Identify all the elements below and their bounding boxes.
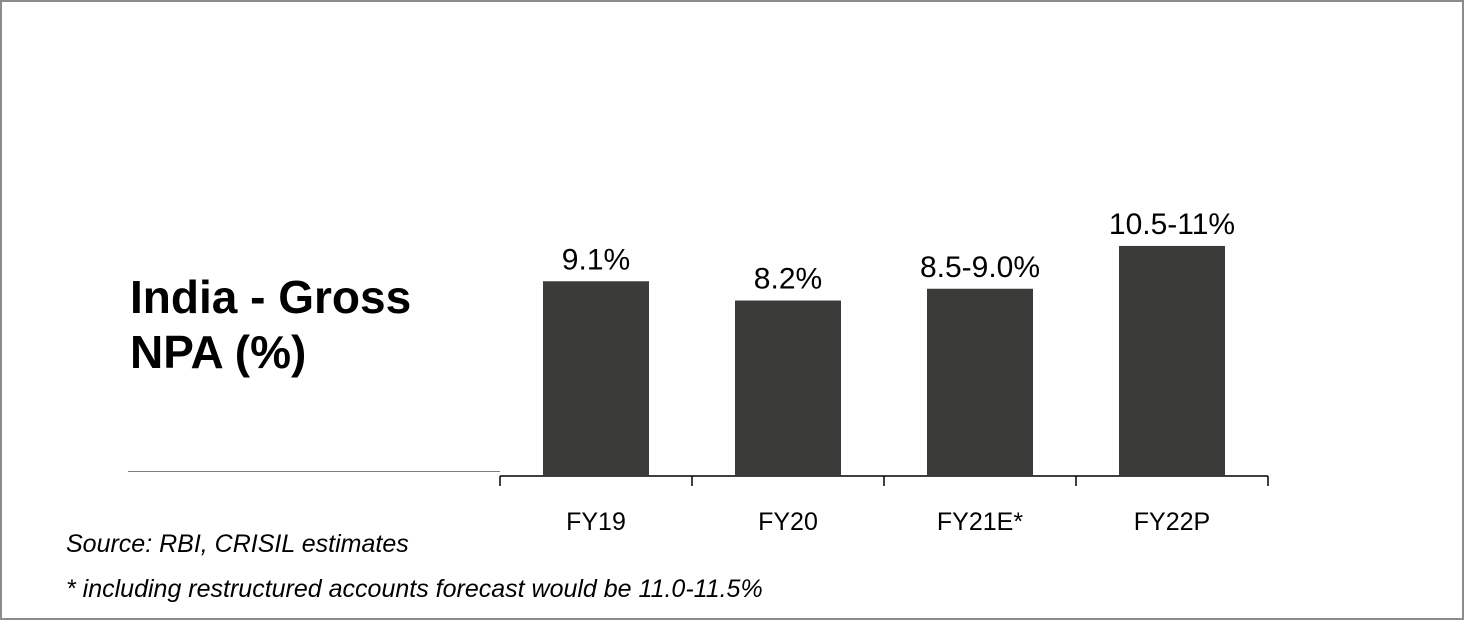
source-note: Source: RBI, CRISIL estimates — [66, 530, 409, 558]
bar-fy19 — [543, 281, 649, 476]
footnote: * including restructured accounts foreca… — [66, 575, 763, 603]
x-tick-label: FY20 — [758, 508, 818, 536]
x-tick-label: FY21E* — [937, 508, 1023, 536]
title-divider — [128, 471, 500, 472]
data-label: 9.1% — [562, 243, 630, 276]
data-label: 8.5-9.0% — [920, 251, 1040, 284]
x-tick-label: FY22P — [1134, 508, 1210, 536]
bar-fy21e — [927, 288, 1033, 476]
chart-title: India - Gross NPA (%) — [130, 271, 412, 378]
data-label: 8.2% — [754, 263, 822, 296]
data-label: 10.5-11% — [1109, 208, 1235, 241]
x-tick-label: FY19 — [566, 508, 626, 536]
bar-fy20 — [735, 300, 841, 476]
bar-fy22p — [1119, 245, 1225, 476]
